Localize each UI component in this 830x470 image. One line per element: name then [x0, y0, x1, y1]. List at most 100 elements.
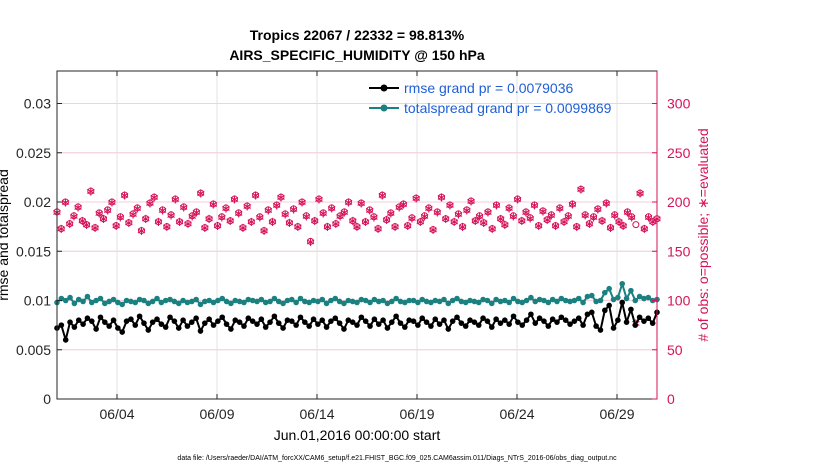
obs-evaluated-point: ∗: [626, 210, 637, 225]
obs-possible-point: [146, 199, 154, 207]
obs-possible-point: [476, 212, 484, 220]
obs-evaluated-point: ∗: [575, 183, 586, 198]
legend-rmse-marker: [380, 84, 388, 92]
obs-possible-point: [138, 227, 146, 235]
series-point-rmse: [436, 321, 443, 327]
series-point-totalspread: [406, 297, 412, 304]
obs-evaluated-point: ∗: [508, 209, 519, 224]
series-point-rmse: [228, 326, 234, 332]
obs-possible-point: [387, 209, 395, 217]
obs-evaluated-point: ∗: [242, 199, 253, 214]
obs-possible-point: [99, 215, 107, 223]
series-point-totalspread: [184, 299, 191, 306]
series-point-totalspread: [62, 297, 69, 304]
series-point-rmse: [171, 318, 178, 324]
series-point-totalspread: [632, 297, 639, 304]
series-point-rmse: [319, 317, 326, 324]
obs-possible-point: [336, 212, 344, 220]
series-point-rmse: [523, 317, 530, 324]
obs-evaluated-point: ∗: [225, 214, 236, 229]
obs-possible-point: [416, 218, 424, 226]
obs-evaluated-point: ∗: [377, 189, 388, 204]
series-point-totalspread: [288, 296, 295, 303]
obs-possible-point: [214, 222, 222, 230]
obs-possible-point: [311, 217, 319, 225]
series-point-totalspread: [110, 296, 117, 303]
obs-evaluated-point: ∗: [394, 200, 405, 215]
obs-possible-point: [91, 224, 99, 232]
series-point-totalspread: [623, 295, 630, 302]
series-point-totalspread: [280, 300, 286, 307]
obs-evaluated-point: ∗: [123, 216, 134, 231]
obs-evaluated-point: ∗: [250, 189, 261, 204]
series-point-totalspread: [545, 299, 552, 306]
obs-evaluated-point: ∗: [385, 206, 396, 221]
obs-possible-point: [590, 213, 598, 221]
series-point-rmse: [645, 315, 652, 322]
obs-possible-point: [121, 191, 129, 199]
series-point-totalspread: [302, 298, 308, 305]
y-tick-label-right: 50: [667, 342, 683, 358]
x-tick-label: 06/24: [499, 406, 534, 422]
series-point-rmse: [371, 316, 378, 323]
series-point-totalspread: [188, 298, 195, 305]
obs-possible-point: [552, 222, 560, 230]
series-point-totalspread: [593, 298, 599, 305]
obs-possible-point: [340, 208, 348, 216]
obs-evaluated-point: ∗: [525, 211, 536, 226]
series-point-rmse: [623, 319, 630, 325]
obs-possible-point: [645, 213, 653, 221]
obs-evaluated-point: ∗: [161, 220, 172, 235]
obs-possible-point: [209, 200, 217, 208]
obs-possible-point: [442, 215, 450, 223]
obs-evaluated-point: ∗: [208, 197, 219, 212]
series-point-rmse: [84, 315, 91, 322]
obs-possible-point: [497, 215, 505, 223]
series-point-rmse: [128, 316, 134, 323]
series-point-rmse: [328, 318, 334, 324]
obs-possible-point: [628, 213, 636, 221]
series-point-rmse: [341, 326, 347, 332]
series-point-rmse: [367, 323, 373, 329]
series-point-rmse: [571, 318, 578, 324]
series-point-totalspread: [206, 297, 212, 304]
obs-evaluated-point: ∗: [343, 196, 354, 211]
series-point-totalspread: [419, 296, 426, 303]
series-point-totalspread: [88, 299, 95, 306]
x-tick-label: 06/19: [399, 406, 434, 422]
obs-possible-point: [509, 212, 517, 220]
obs-possible-point: [281, 210, 289, 218]
series-point-rmse: [158, 321, 165, 327]
series-point-rmse: [419, 315, 426, 322]
obs-possible-point: [256, 213, 264, 221]
obs-evaluated-point: ∗: [68, 209, 79, 224]
obs-possible-point: [226, 217, 234, 225]
series-point-totalspread: [158, 299, 165, 306]
obs-evaluated-point: ∗: [145, 196, 156, 211]
series-point-rmse: [115, 325, 121, 331]
obs-possible-point: [564, 212, 572, 220]
obs-evaluated-point: ∗: [280, 207, 291, 222]
series-point-rmse: [280, 325, 286, 331]
series-point-rmse: [184, 323, 191, 329]
series-point-totalspread: [441, 296, 447, 303]
series-point-rmse: [154, 316, 160, 323]
obs-evaluated-point: ∗: [98, 212, 109, 227]
obs-evaluated-point: ∗: [90, 221, 101, 236]
series-point-totalspread: [380, 297, 386, 304]
legend: rmse grand pr = 0.0079036 totalspread gr…: [369, 80, 612, 116]
series-point-rmse: [175, 325, 182, 331]
obs-possible-point: [378, 191, 386, 199]
obs-possible-point: [176, 218, 184, 226]
series-point-totalspread: [154, 295, 160, 302]
series-point-totalspread: [606, 285, 612, 292]
series-point-totalspread: [571, 297, 578, 304]
obs-possible-point: [78, 217, 86, 225]
obs-evaluated-point: ∗: [647, 215, 658, 230]
obs-evaluated-point: ∗: [187, 209, 198, 224]
series-point-rmse: [249, 318, 256, 324]
series-point-totalspread: [175, 300, 182, 307]
obs-possible-point: [602, 199, 610, 207]
obs-possible-point: [74, 203, 82, 211]
obs-count-layer: ∗∗∗∗∗∗∗∗∗∗∗∗∗∗∗∗∗∗∗∗∗∗∗∗∗∗∗∗∗∗∗∗∗∗∗∗∗∗∗∗…: [52, 183, 663, 332]
